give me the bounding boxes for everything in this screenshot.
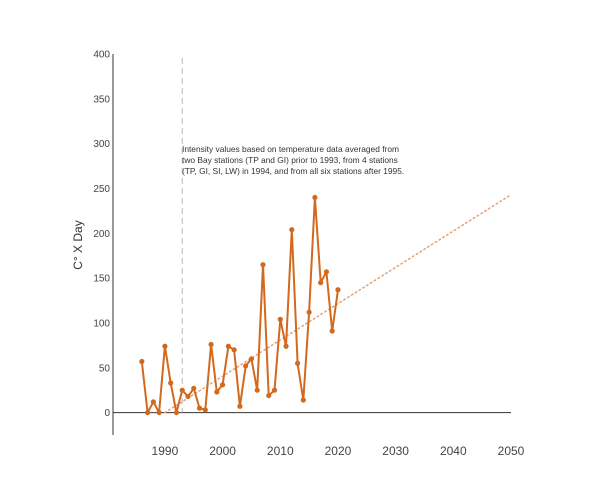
data-point: [150, 399, 156, 405]
data-point: [214, 389, 220, 395]
data-point: [237, 403, 243, 409]
annotation-line: Intensity values based on temperature da…: [182, 144, 399, 154]
data-point: [306, 309, 312, 315]
y-tick-label: 400: [93, 50, 110, 61]
data-point: [289, 227, 295, 233]
data-point: [139, 358, 145, 365]
data-point: [271, 387, 278, 393]
data-point: [196, 405, 203, 411]
data-point: [277, 316, 283, 322]
x-tick-label: 2020: [325, 444, 352, 458]
x-tick-label: 2040: [440, 444, 467, 458]
data-point: [312, 194, 318, 201]
annotation-line: two Bay stations (TP and GI) prior to 19…: [182, 155, 398, 165]
data-point: [335, 287, 341, 293]
series-line: [140, 196, 339, 414]
x-tick-label: 2030: [382, 444, 409, 458]
data-point: [248, 356, 255, 362]
y-tick-label: 300: [93, 139, 110, 150]
y-tick-label: 200: [93, 229, 110, 240]
data-point: [243, 363, 249, 369]
data-point: [283, 343, 289, 349]
data-point: [208, 341, 214, 348]
trendline-group: [164, 193, 512, 414]
data-point: [145, 409, 151, 416]
data-point: [219, 382, 226, 388]
data-point: [294, 360, 301, 366]
trendline: [164, 193, 512, 414]
x-tick-label: 1990: [152, 444, 179, 458]
data-point: [318, 280, 324, 286]
data-point: [300, 397, 306, 403]
series-group: [139, 194, 341, 416]
data-point: [191, 385, 197, 391]
data-point: [329, 328, 335, 334]
data-point: [168, 380, 174, 386]
annotation-line: (TP, GI, SI, LW) in 1994, and from all s…: [182, 166, 404, 176]
x-tick-label: 2000: [209, 444, 236, 458]
data-point: [260, 262, 266, 268]
data-point: [254, 387, 260, 393]
data-point: [185, 393, 191, 400]
data-point: [225, 343, 231, 349]
annotation-group: Intensity values based on temperature da…: [182, 144, 404, 176]
y-axis-label: C° X Day: [71, 220, 85, 269]
data-point: [323, 269, 330, 275]
x-tick-label: 2050: [498, 444, 525, 458]
y-tick-label: 150: [93, 274, 110, 285]
y-tick-label: 100: [93, 318, 110, 329]
y-tick-label: 50: [99, 363, 111, 374]
data-point: [173, 409, 180, 416]
x-tick-label: 2010: [267, 444, 294, 458]
data-point: [266, 392, 272, 399]
y-tick-label: 0: [104, 408, 110, 419]
data-point: [179, 387, 185, 393]
data-point: [162, 343, 168, 349]
data-point: [231, 347, 237, 353]
y-tick-label: 350: [93, 94, 110, 105]
axes: 0 50 100 150 200 250 300 350 400 1990 2000 2010 2020…: [93, 50, 524, 459]
data-point: [202, 407, 208, 413]
y-tick-label: 250: [93, 184, 110, 195]
data-point: [156, 409, 162, 416]
